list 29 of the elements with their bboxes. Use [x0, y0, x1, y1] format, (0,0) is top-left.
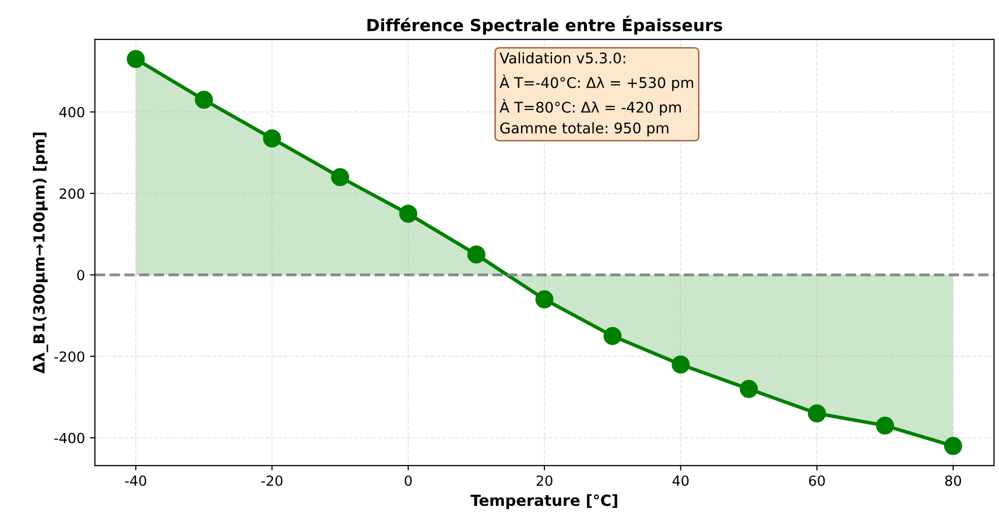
annotation: Validation v5.3.0: À T=-40°C: Δλ = +530 pm À T=80°C: Δλ = -420 pm Gamme totale: 950 pm [500, 52, 694, 136]
x-tick-label: 20 [536, 475, 552, 486]
x-tick-label: -40 [125, 475, 146, 486]
x-axis-title: Temperature [°C] [470, 494, 618, 510]
y-tick-label: -400 [54, 432, 84, 444]
point [331, 168, 350, 186]
y-tick-label: 400 [59, 106, 84, 118]
point [740, 380, 758, 398]
chart-title: Différence Spectrale entre Épaisseurs [367, 16, 722, 35]
point [604, 326, 622, 346]
point [399, 204, 418, 223]
point [262, 129, 282, 148]
point [194, 90, 213, 109]
point [467, 245, 486, 264]
point [672, 355, 690, 374]
point [126, 50, 145, 68]
y-tick-label: -200 [54, 351, 84, 362]
point [944, 436, 962, 455]
point [535, 290, 554, 308]
y-axis-title: Δλ_B1(300μm→100μm) [pm] [32, 132, 48, 374]
x-tick-label: 0 [404, 475, 412, 486]
x-tick-label: -20 [261, 475, 282, 486]
x-tick-label: 40 [672, 475, 689, 486]
x-tick-label: 80 [945, 475, 962, 486]
point [808, 404, 826, 422]
x-tick-label: 60 [809, 475, 825, 486]
point [876, 416, 894, 435]
y-tick-label: 0 [77, 270, 84, 280]
y-tick-label: 200 [60, 188, 84, 199]
